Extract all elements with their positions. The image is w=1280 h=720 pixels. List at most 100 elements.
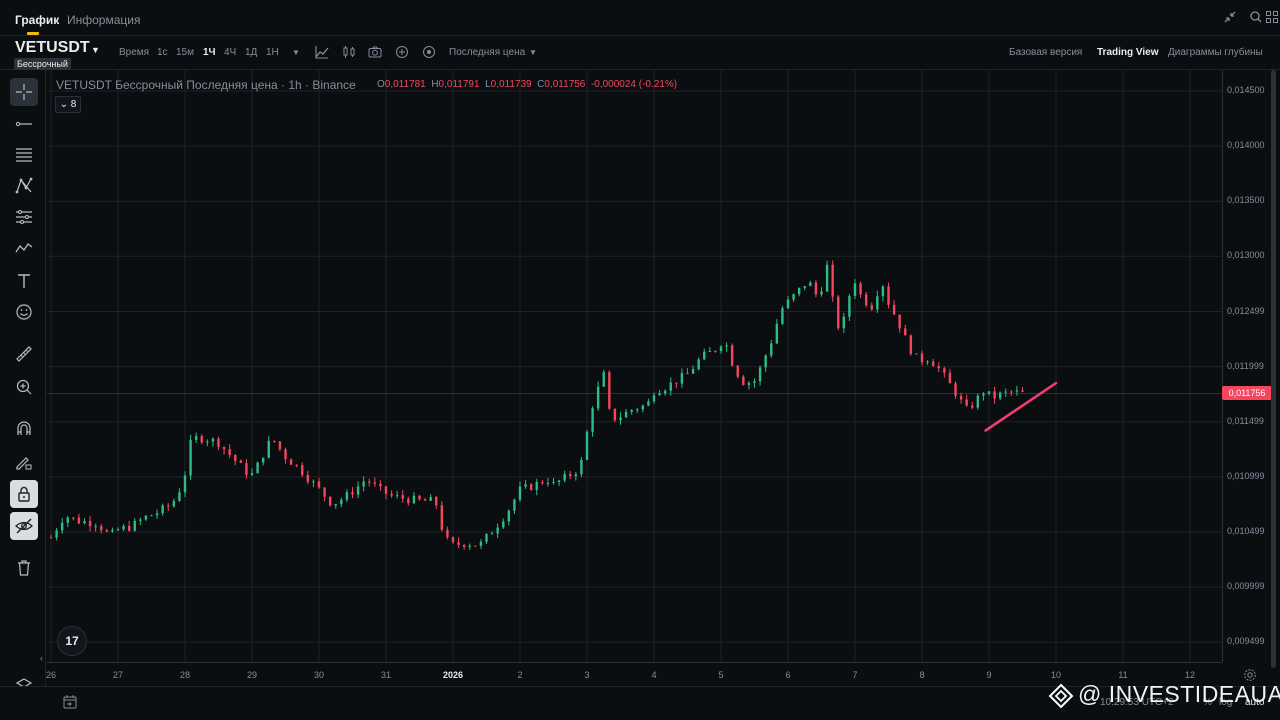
interval-1h[interactable]: 1Ч bbox=[203, 47, 216, 58]
fib-levels-tool-icon[interactable] bbox=[10, 141, 38, 169]
indicators-toggle[interactable]: ⌄ 8 bbox=[55, 96, 81, 113]
price-tick-label: 0,014500 bbox=[1227, 84, 1265, 95]
chart-type-candles-icon[interactable] bbox=[341, 44, 357, 60]
view-basic[interactable]: Базовая версия bbox=[1009, 47, 1083, 58]
go-to-date-icon[interactable] bbox=[61, 693, 79, 711]
candle-body bbox=[786, 299, 790, 309]
trash-icon[interactable] bbox=[10, 554, 38, 582]
target-icon[interactable] bbox=[421, 44, 437, 60]
price-type-chevron-icon[interactable]: ▼ bbox=[529, 48, 537, 57]
candle-body bbox=[485, 533, 488, 542]
camera-icon[interactable] bbox=[367, 44, 383, 60]
time-tick-label: 29 bbox=[246, 670, 258, 680]
candle-body bbox=[66, 517, 69, 523]
candle-body bbox=[641, 405, 645, 410]
candle-body bbox=[418, 495, 421, 500]
text-tool-icon[interactable] bbox=[10, 267, 38, 295]
layout-grid-icon[interactable] bbox=[1264, 10, 1280, 26]
candle-body bbox=[250, 473, 254, 475]
candle-body bbox=[770, 343, 773, 356]
candle-body bbox=[636, 409, 639, 411]
candle-body bbox=[680, 373, 684, 384]
candle-body bbox=[60, 522, 64, 531]
percent-scale-button[interactable]: % bbox=[1203, 697, 1212, 708]
add-icon[interactable] bbox=[394, 44, 410, 60]
candle-body bbox=[502, 521, 505, 528]
candle-body bbox=[557, 480, 561, 482]
magnet-tool-icon[interactable] bbox=[10, 415, 38, 443]
candle-body bbox=[267, 440, 270, 458]
lock-drawings-icon[interactable] bbox=[10, 480, 38, 508]
candle-body bbox=[55, 530, 58, 538]
price-axis[interactable] bbox=[1222, 70, 1280, 662]
candle-body bbox=[747, 382, 751, 385]
collapse-sidebar-chevron-icon[interactable]: ‹ bbox=[40, 653, 43, 663]
price-tick-label: 0,010499 bbox=[1227, 526, 1265, 537]
candle-body bbox=[675, 382, 678, 384]
trend-line-tool-icon[interactable] bbox=[10, 110, 38, 138]
price-tick-label: 0,011499 bbox=[1227, 415, 1264, 426]
time-tick-label: 8 bbox=[919, 670, 925, 680]
candle-body bbox=[323, 487, 326, 497]
crosshair-tool-icon[interactable] bbox=[10, 78, 38, 106]
projection-tool-icon[interactable] bbox=[10, 203, 38, 231]
view-depth[interactable]: Диаграммы глубины bbox=[1168, 47, 1263, 58]
indicators-icon[interactable] bbox=[314, 44, 330, 60]
candle-body bbox=[809, 282, 812, 287]
interval-1s[interactable]: 1с bbox=[157, 47, 168, 58]
candle-body bbox=[876, 296, 879, 310]
chart-settings-gear-icon[interactable] bbox=[1243, 668, 1257, 682]
collapse-icon[interactable] bbox=[1222, 10, 1238, 26]
price-type-select[interactable]: Последняя цена bbox=[449, 47, 526, 58]
chevron-down-icon[interactable]: ▼ bbox=[91, 45, 100, 55]
interval-1d[interactable]: 1Д bbox=[245, 47, 258, 58]
auto-scale-button[interactable]: auto bbox=[1245, 697, 1265, 708]
candle-body bbox=[105, 530, 109, 532]
candle-body bbox=[563, 474, 566, 481]
candle-body bbox=[373, 482, 377, 484]
candle-body bbox=[139, 519, 142, 521]
zoom-in-tool-icon[interactable] bbox=[10, 373, 38, 401]
support-trendline[interactable] bbox=[984, 381, 1058, 432]
more-intervals-chevron-icon[interactable]: ▼ bbox=[292, 48, 300, 57]
candle-body bbox=[172, 501, 176, 507]
price-chart[interactable] bbox=[47, 70, 1222, 662]
pattern-tool-icon[interactable] bbox=[10, 172, 38, 200]
candle-body bbox=[892, 304, 896, 315]
candle-body bbox=[94, 526, 97, 528]
time-axis[interactable] bbox=[47, 662, 1222, 686]
brush-tool-icon[interactable] bbox=[10, 234, 38, 262]
open-label: O bbox=[377, 79, 385, 90]
candle-body bbox=[384, 486, 388, 494]
tradingview-logo[interactable]: 17 bbox=[57, 626, 87, 656]
hide-drawings-icon[interactable] bbox=[10, 512, 38, 540]
ruler-tool-icon[interactable] bbox=[10, 340, 38, 368]
candle-body bbox=[429, 496, 432, 501]
candle-body bbox=[915, 353, 918, 355]
candle-body bbox=[368, 481, 371, 483]
emoji-tool-icon[interactable] bbox=[10, 298, 38, 326]
symbol-selector[interactable]: VETUSDT bbox=[15, 39, 90, 56]
price-tick-label: 0,010999 bbox=[1227, 470, 1265, 481]
interval-4h[interactable]: 4Ч bbox=[224, 47, 237, 58]
price-tick-label: 0,011999 bbox=[1227, 360, 1264, 371]
chart-toolbar: VETUSDT ▼ Бессрочный Время 1с 15м 1Ч 4Ч … bbox=[0, 36, 1280, 70]
candle-body bbox=[998, 392, 1002, 399]
candle-body bbox=[206, 441, 209, 443]
interval-1w[interactable]: 1Н bbox=[266, 47, 279, 58]
log-scale-button[interactable]: log bbox=[1219, 697, 1233, 708]
tab-chart[interactable]: График bbox=[15, 13, 60, 27]
pencil-lock-tool-icon[interactable] bbox=[10, 448, 38, 476]
low-label: L bbox=[485, 79, 491, 90]
candle-body bbox=[284, 449, 287, 460]
candle-body bbox=[479, 541, 483, 546]
candle-body bbox=[1021, 390, 1024, 392]
candle-body bbox=[864, 294, 868, 306]
fullscreen-icon[interactable] bbox=[1248, 10, 1264, 26]
price-scrollbar[interactable] bbox=[1271, 70, 1276, 668]
tab-info[interactable]: Информация bbox=[67, 13, 141, 27]
candle-body bbox=[602, 372, 605, 387]
candle-body bbox=[217, 438, 220, 447]
view-tradingview[interactable]: Trading View bbox=[1097, 47, 1159, 58]
interval-15m[interactable]: 15м bbox=[176, 47, 194, 58]
